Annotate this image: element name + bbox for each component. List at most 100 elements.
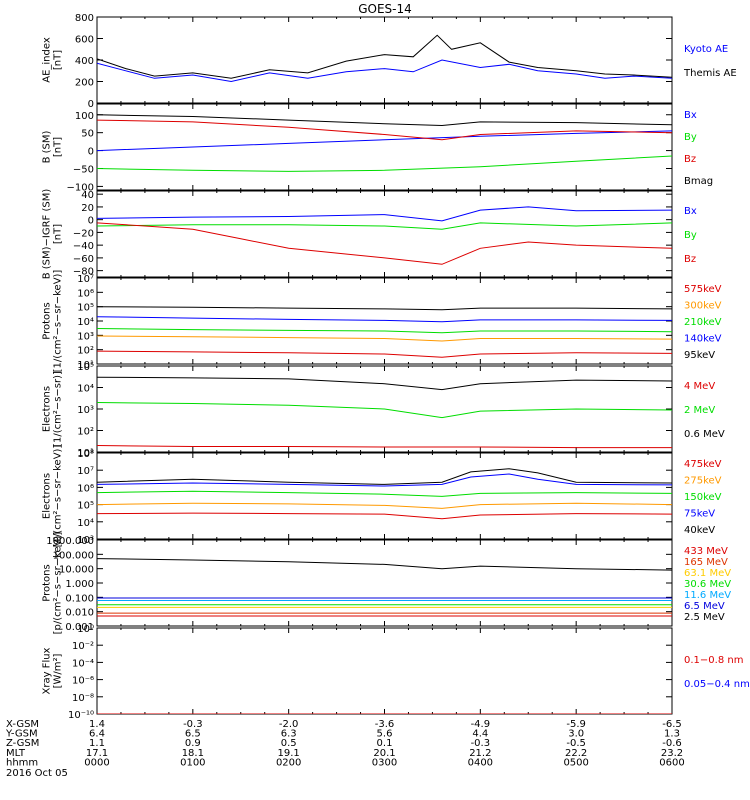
y-axis-label-line: [1/(cm²−s−sr)] [53,371,64,447]
y-axis-label: Protons[1/(cm²−s−sr−keV)] [42,270,64,373]
series-line-3 [97,119,672,141]
footer-value: 6.5 [185,729,201,740]
y-tick-label: 10⁷ [77,274,94,285]
y-axis-label-line: [1/(cm²−s−sr−keV)] [53,270,64,373]
legend-entry: 165 MeV [684,557,728,568]
footer-value: -0.6 [662,738,682,749]
y-tick-label: 10⁵ [77,303,94,314]
footer-value: 19.1 [278,748,300,759]
y-axis-label-line: [1/(cm²−s−sr−keV)] [53,445,64,548]
panel-5: 10¹ 10² 10³ 10⁴ 10⁵ Electrons[1/(cm²−s−sr)] 4 … [42,362,725,459]
footer-value: 0.9 [185,738,201,749]
footer-value: -4.9 [471,719,491,730]
y-tick-label: 0 [88,99,94,110]
y-tick-label: 0 [88,147,94,158]
y-tick-label: 100 [75,111,94,122]
y-tick-label: 50 [81,129,94,140]
y-axis-label: Protons[p/(cm²−s−sr−keV)] [42,532,64,635]
legend-entry: Bx [684,206,697,217]
series-line-3 [97,222,672,265]
y-tick-label: 1.000 [65,579,94,590]
y-tick-label: 0.001 [65,622,94,633]
y-tick-label: 40 [81,190,94,201]
y-tick-label: 10⁴ [77,384,94,395]
legend-entry: 150keV [684,492,722,503]
y-axis-label-line: [nT] [53,137,64,157]
footer-value: 20.1 [373,748,395,759]
legend-entry: 210keV [684,317,722,328]
y-tick-label: −100 [67,182,94,193]
y-tick-label: 10³ [77,331,94,342]
panel-7: 0.001 0.010 0.100 1.000 10.000 100.000 1000.00… [42,532,732,635]
series-line-3 [97,376,672,391]
footer-row-label: hhmm [6,757,38,768]
footer-value: -0.3 [471,738,491,749]
footer-row-label: X-GSM [6,719,39,730]
y-tick-label: 10¹ [77,448,94,459]
y-tick-label: 1000.000 [46,536,94,547]
footer-value: -0.3 [183,719,203,730]
legend-entry: 63.1 MeV [684,568,731,579]
legend-entry: 140keV [684,334,722,345]
y-tick-label: −40 [73,241,94,252]
y-tick-label: 10² [77,346,94,357]
y-tick-label: 10⁵ [77,501,94,512]
series-line-2 [97,502,672,509]
footer-row-label: Y-GSM [5,729,38,740]
y-axis-label-line: Xray Flux [42,647,53,694]
footer-value: 0.1 [377,738,393,749]
series-line-2 [97,402,672,419]
legend-entry: 275keV [684,476,722,487]
y-axis-label-line: [nT] [53,50,64,70]
series-line-2 [97,34,672,79]
legend-entry: Bz [684,154,696,165]
y-axis-label: Xray Flux[W/m²] [42,647,64,694]
legend-entry: By [684,230,697,241]
footer-value: 0.5 [281,738,297,749]
legend-entry: 2 MeV [684,405,715,416]
legend-entry: Bx [684,110,697,121]
series-line-3 [97,328,672,334]
legend-entry: 300keV [684,301,722,312]
legend-entry: 40keV [684,525,715,536]
y-tick-label: 10¹ [77,360,94,371]
y-tick-label: 10⁻¹⁰ [68,710,94,721]
y-tick-label: 800 [75,13,94,24]
y-tick-label: 10⁻⁴ [72,658,94,669]
y-axis-label-line: Electrons [42,386,53,432]
series-line-1 [97,512,672,520]
footer-value: -3.6 [375,719,395,730]
footer-value: 5.6 [377,729,393,740]
y-axis-label: AE_index[nT] [42,37,64,83]
series-line-3 [97,490,672,497]
y-axis-label-line: [nT] [53,224,64,244]
panel-frame [96,190,673,278]
legend-entry: 95keV [684,350,715,361]
footer-value: -0.5 [566,738,586,749]
series-line-1 [97,445,672,449]
y-tick-label: 10⁸ [77,449,94,460]
legend-entry: By [684,132,697,143]
y-tick-label: 100.000 [53,550,94,561]
legend-entry: 0.6 MeV [684,429,725,440]
legend-entry: 0.05−0.4 nm [684,679,750,690]
legend-entry: 0.1−0.8 nm [684,655,743,666]
footer-value: 17.1 [86,748,108,759]
legend-entry: 2.5 MeV [684,612,725,623]
panel-1: 0 200 400 600 800 AE_index[nT] Kyoto AE Themis … [42,13,737,110]
y-tick-label: 0.010 [65,608,94,619]
y-tick-label: 200 [75,78,94,89]
footer-value: 1.1 [89,738,105,749]
y-tick-label: 400 [75,56,94,67]
y-tick-label: 10³ [77,405,94,416]
footer-value: 21.2 [469,748,491,759]
footer-value: 1.4 [89,719,105,730]
y-tick-label: 10⁰ [77,624,94,635]
legend-entry: 575keV [684,284,722,295]
y-tick-label: −60 [73,254,94,265]
series-line-1 [97,206,672,222]
legend-entry: Kyoto AE [684,44,728,55]
plot-title: GOES-14 [358,2,412,16]
series-line-2 [97,222,672,230]
